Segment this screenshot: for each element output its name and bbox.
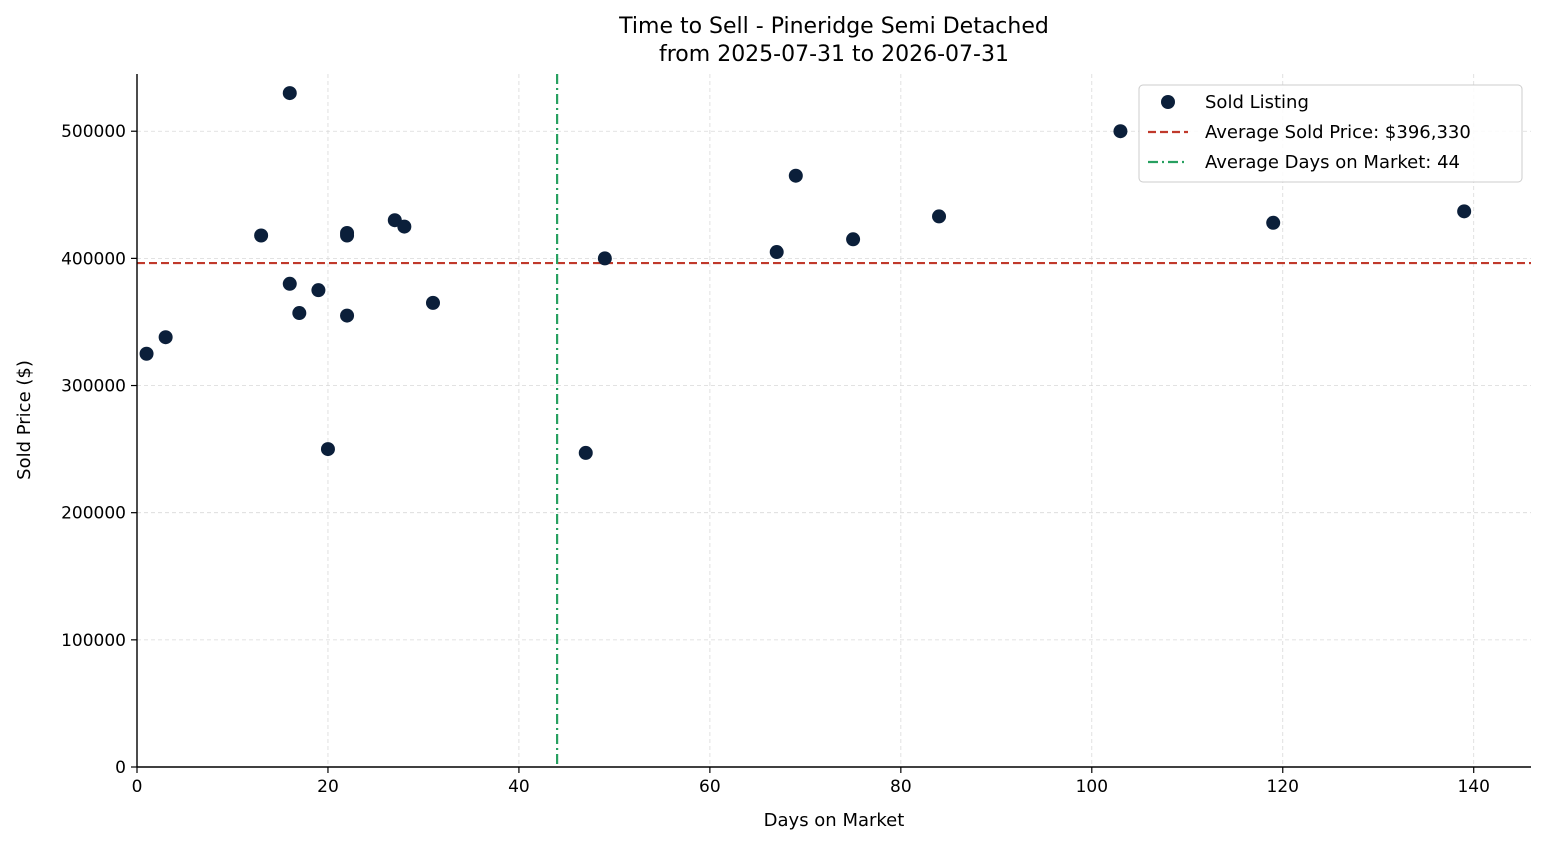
chart-title: Time to Sell - Pineridge Semi Detached f… <box>618 14 1049 67</box>
data-point <box>397 219 412 234</box>
y-tick-label: 200000 <box>61 504 126 524</box>
x-tick-label: 100 <box>1076 777 1108 797</box>
legend-entry-label: Sold Listing <box>1205 92 1309 113</box>
legend-entry-label: Average Sold Price: $396,330 <box>1205 122 1471 143</box>
data-point <box>769 245 784 260</box>
axes <box>131 74 1531 773</box>
data-point <box>282 276 297 291</box>
data-point <box>254 228 269 243</box>
tick-labels: 0 20 40 60 80 100 120 140 0 100000 200000 300000 400… <box>61 122 1490 797</box>
x-tick-label: 120 <box>1267 777 1299 797</box>
legend-entry-label: Average Days on Market: 44 <box>1205 152 1460 173</box>
data-point <box>340 308 355 323</box>
x-tick-label: 140 <box>1457 777 1489 797</box>
x-tick-label: 60 <box>699 777 721 797</box>
chart-subtitle-line: from 2025-07-31 to 2026-07-31 <box>659 42 1009 67</box>
x-tick-label: 20 <box>317 777 339 797</box>
x-tick-label: 0 <box>132 777 143 797</box>
x-axis-label: Days on Market <box>764 810 905 831</box>
data-point <box>597 251 612 266</box>
grid-layer <box>136 74 1531 767</box>
data-points <box>139 86 1472 460</box>
legend: Sold Listing Average Sold Price: $396,330… <box>1138 84 1523 183</box>
data-point <box>932 209 947 224</box>
data-point <box>425 295 440 310</box>
data-point <box>311 283 326 298</box>
data-point <box>320 442 335 457</box>
y-tick-label: 500000 <box>61 122 126 142</box>
data-point <box>846 232 861 247</box>
y-tick-label: 100000 <box>61 631 126 651</box>
x-tick-label: 80 <box>890 777 912 797</box>
data-point <box>282 86 297 101</box>
y-tick-label: 300000 <box>61 377 126 397</box>
data-point <box>1113 124 1128 139</box>
y-axis-label: Sold Price ($) <box>14 360 35 480</box>
data-point <box>1457 204 1472 219</box>
data-point <box>788 168 803 183</box>
y-tick-label: 0 <box>115 758 126 778</box>
reference-lines <box>137 74 1531 767</box>
data-point <box>340 228 355 243</box>
legend-box <box>1138 84 1523 183</box>
data-point <box>139 346 154 361</box>
x-tick-label: 40 <box>508 777 530 797</box>
y-tick-label: 400000 <box>61 249 126 269</box>
data-point <box>292 306 307 321</box>
data-point <box>1266 215 1281 230</box>
data-point <box>158 330 173 345</box>
legend-marker-sold-listing <box>1161 95 1175 109</box>
chart-title-line: Time to Sell - Pineridge Semi Detached <box>618 14 1049 39</box>
data-point <box>578 445 593 460</box>
